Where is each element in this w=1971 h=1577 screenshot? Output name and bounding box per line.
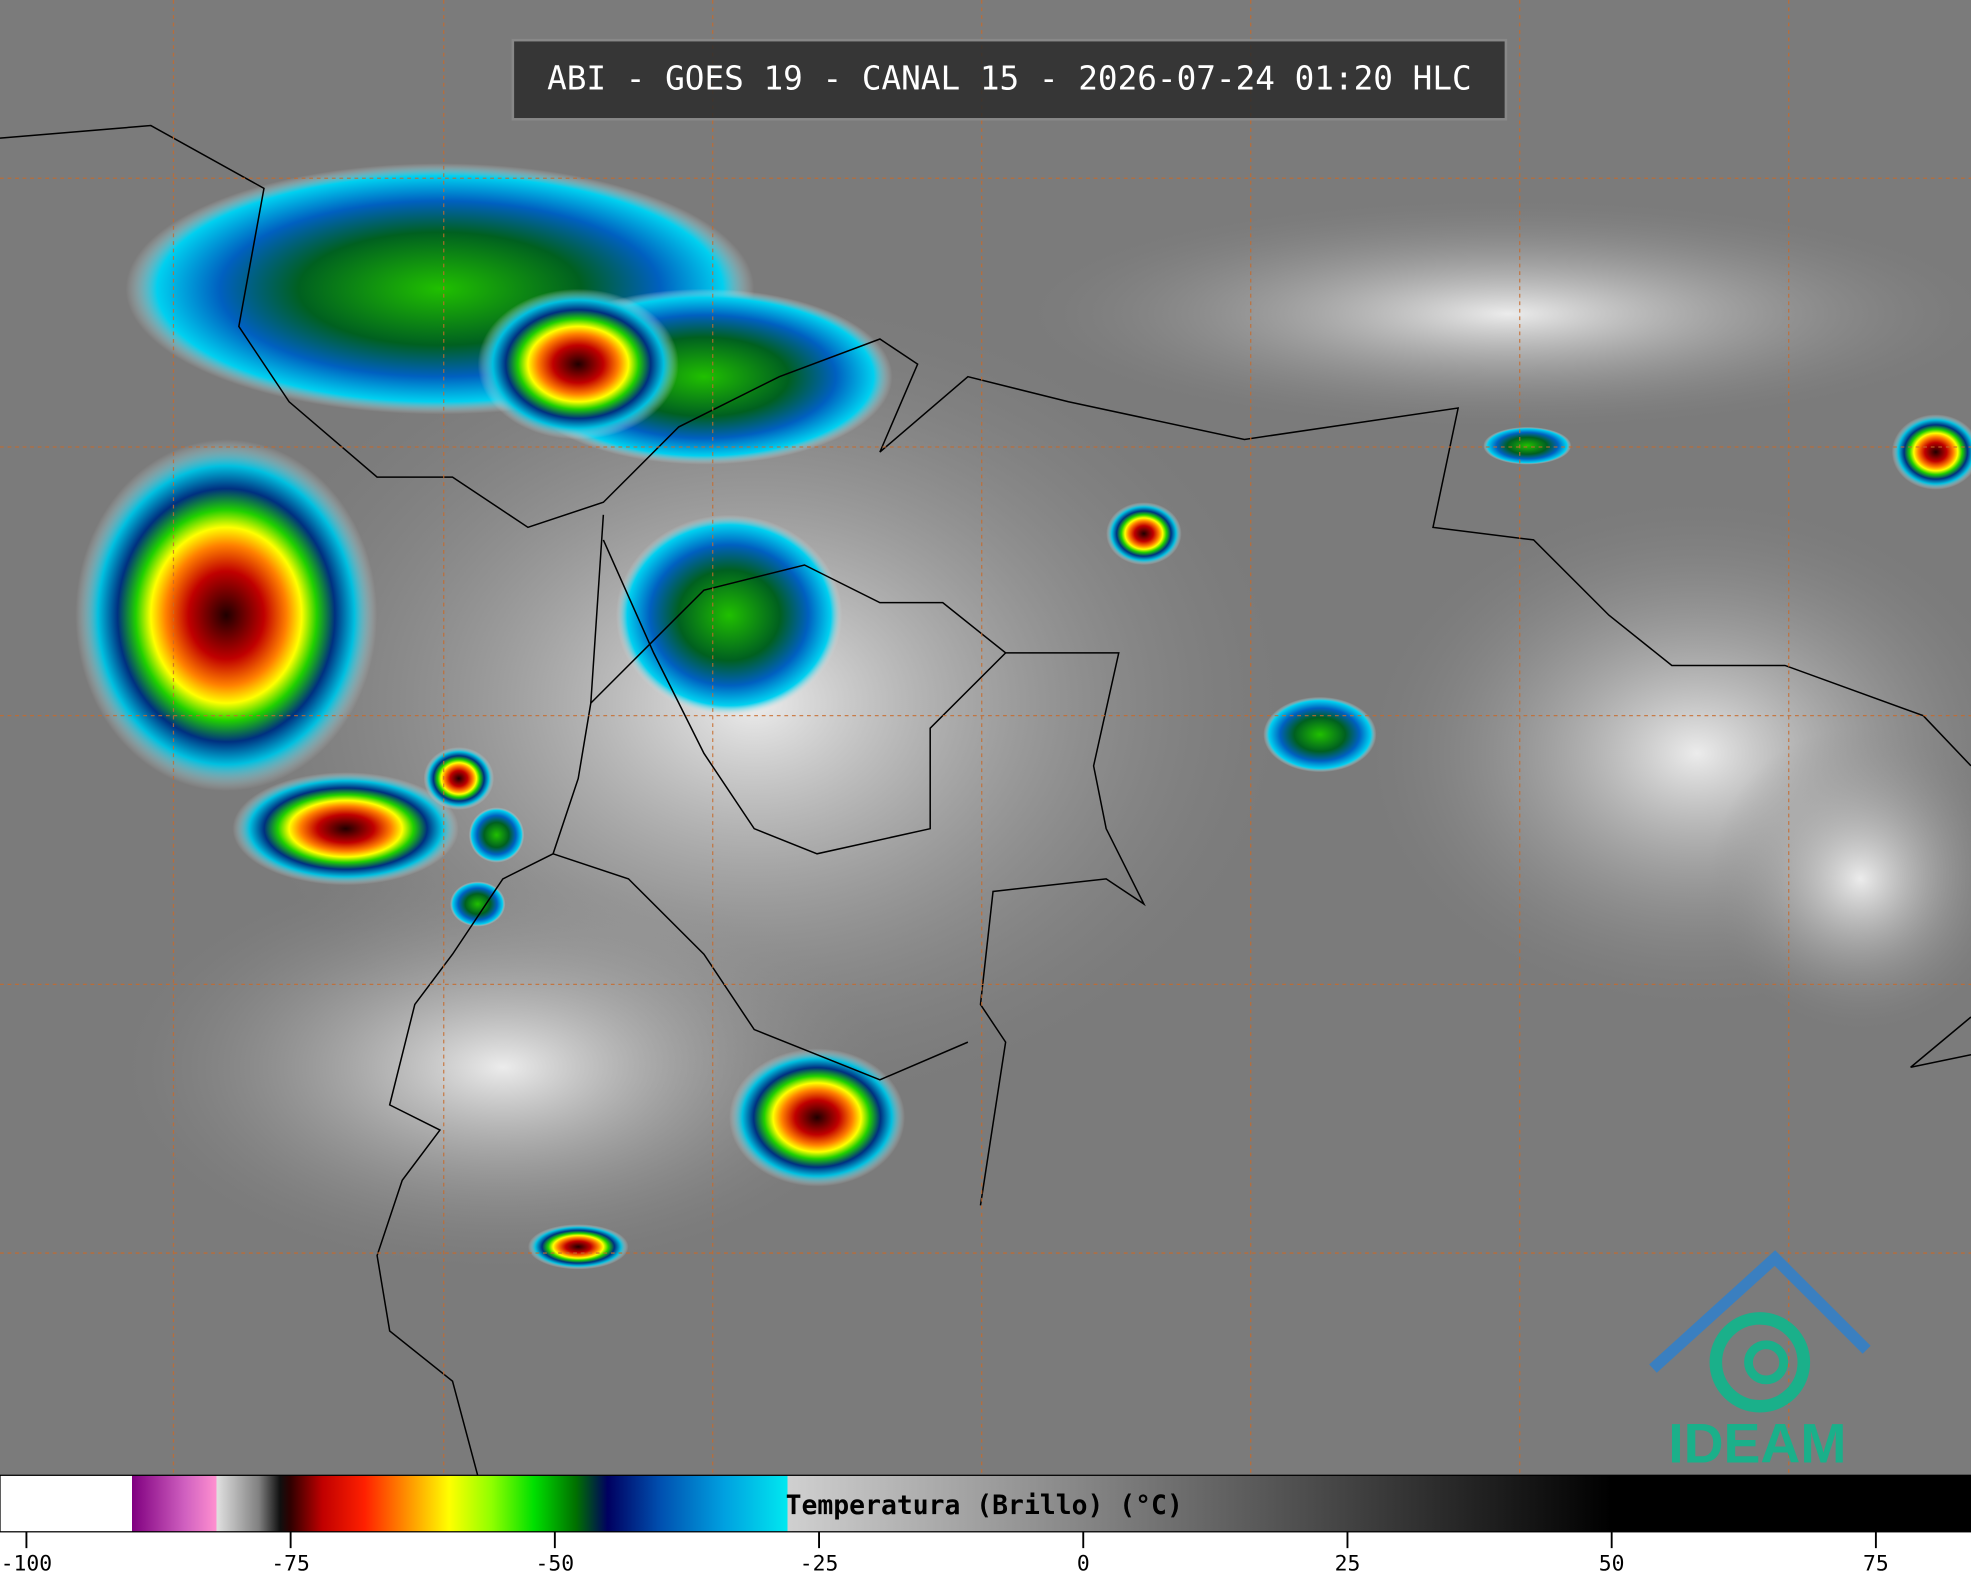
colorbar: [0, 1474, 1971, 1533]
logo-text: IDEAM: [1668, 1413, 1846, 1475]
tick-label: 0: [1077, 1551, 1090, 1576]
tick-label: -100: [1, 1551, 52, 1576]
title-box: [511, 38, 1508, 121]
colorbar-ticks: -100 -75 -50 -25 0 25 50 75: [1, 1531, 1889, 1576]
tick-label: 25: [1335, 1551, 1361, 1576]
tick-label: 50: [1599, 1551, 1625, 1576]
tick-label: 75: [1863, 1551, 1889, 1576]
tick-label: -50: [536, 1551, 575, 1576]
title: ABI - GOES 19 - CANAL 15 - 2026-07-24 01…: [547, 59, 1472, 97]
tick-label: -25: [800, 1551, 839, 1576]
graticule: [0, 0, 1971, 1476]
colorbar-label: Temperatura (Brillo) (°C): [786, 1491, 1183, 1521]
logo: IDEAM: [1649, 1250, 1871, 1475]
satellite-image: [0, 0, 1971, 1476]
coastlines: [0, 124, 1971, 1476]
tick-label: -75: [271, 1551, 310, 1576]
